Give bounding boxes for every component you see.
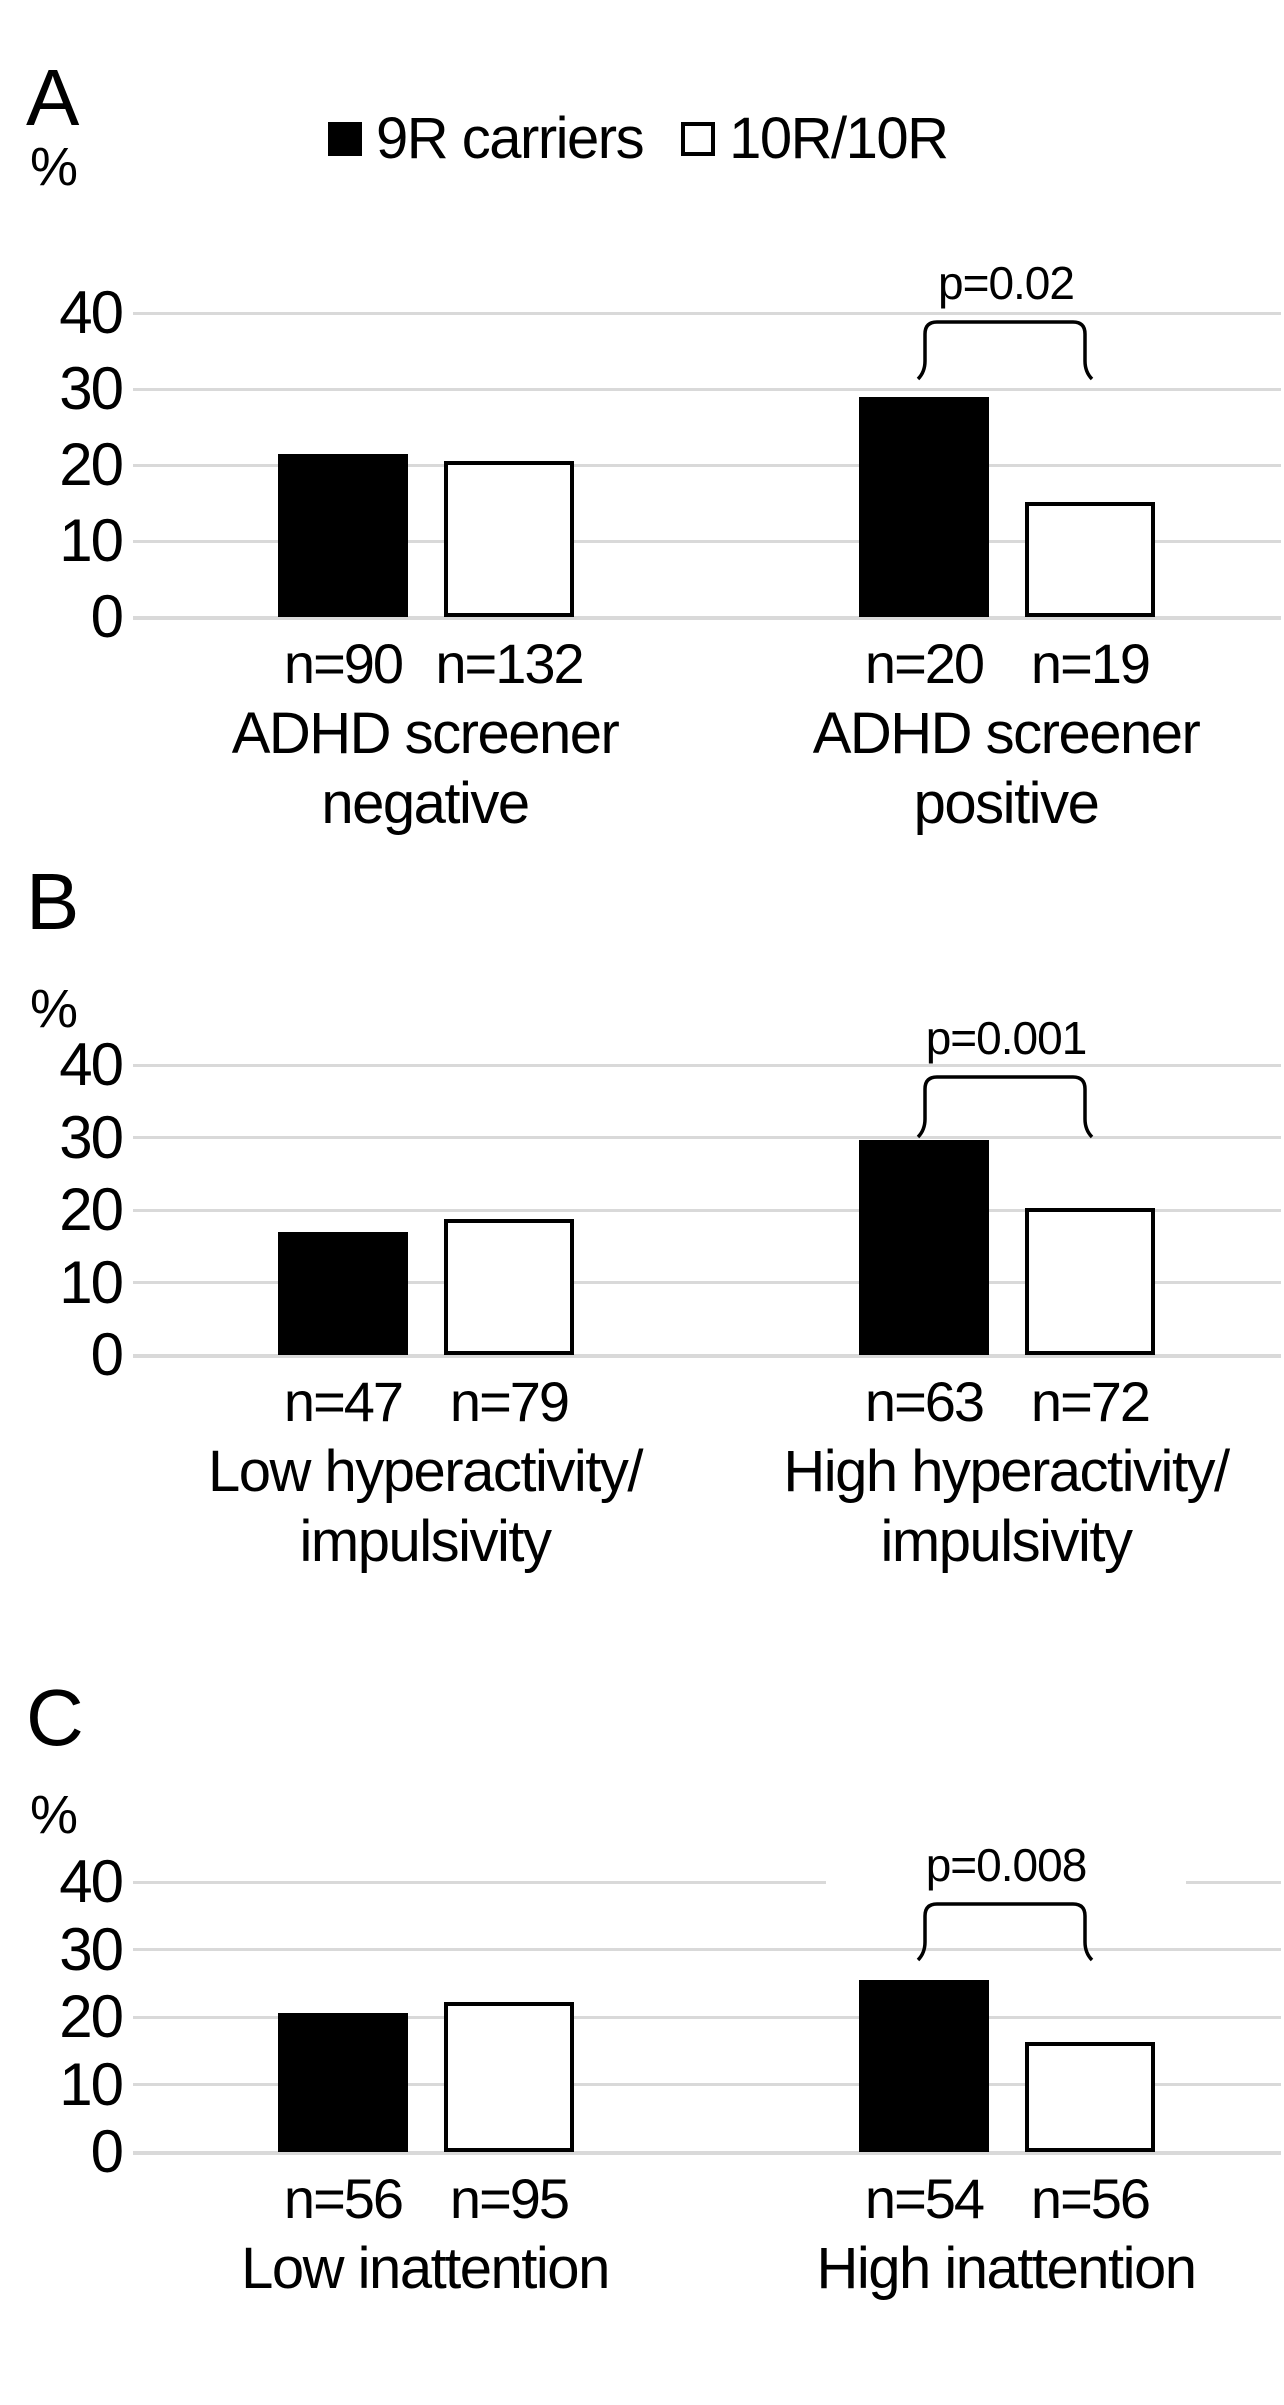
panel-a-gridline-30	[133, 387, 1281, 391]
panel-a-y-tick-30: 30	[59, 355, 124, 422]
panel-c-y-tick-10: 10	[59, 2050, 124, 2118]
bar-10r-10r-group1	[444, 2002, 574, 2152]
panel-a-gridline-40	[133, 311, 1281, 315]
bar-10r-10r-group2	[1025, 2042, 1155, 2152]
legend-label-10r-10r: 10R/10R	[729, 106, 949, 171]
n-label-b-group2-9r: n=63	[864, 1370, 985, 1433]
bar-9r-carriers-group2	[859, 1140, 989, 1355]
significance-label-b: p=0.001	[826, 1013, 1186, 1064]
panel-c-label: C	[26, 1673, 84, 1762]
bar-9r-carriers-group2	[859, 397, 989, 617]
category-label-c-group1-line1: Low inattention	[241, 2236, 610, 2301]
panel-b-gridline-20	[133, 1208, 1281, 1212]
n-label-a-group2-10r: n=19	[1030, 632, 1151, 695]
chart-legend: 9R carriers 10R/10R	[328, 106, 949, 171]
significance-bracket-c-icon	[916, 1902, 1094, 1962]
panel-c-y-tick-40: 40	[59, 1848, 124, 1915]
panel-b-y-tick-10: 10	[59, 1248, 124, 1316]
panel-b-y-axis-title: %	[30, 979, 78, 1039]
bar-9r-carriers-group2	[859, 1980, 989, 2152]
panel-a-gridline-20	[133, 463, 1281, 467]
bar-10r-10r-group2	[1025, 502, 1155, 617]
panel-c-y-tick-0: 0	[90, 2118, 124, 2185]
panel-b-x-axis-line	[133, 1354, 1281, 1358]
panel-b-y-tick-40: 40	[59, 1031, 124, 1098]
n-label-a-group1-9r: n=90	[283, 632, 404, 695]
panel-b-gridline-40	[133, 1063, 1281, 1067]
legend-swatch-9r-carriers-icon	[328, 122, 362, 156]
significance-label-a: p=0.02	[826, 258, 1186, 309]
panel-c-x-axis-line	[133, 2151, 1281, 2155]
panel-b-label: B	[26, 857, 79, 946]
bar-9r-carriers-group1	[278, 1232, 408, 1355]
panel-a-y-tick-0: 0	[90, 583, 124, 650]
bar-10r-10r-group1	[444, 1219, 574, 1355]
category-label-a-group1-line1: ADHD screener	[231, 701, 620, 766]
n-label-b-group1-10r: n=79	[449, 1370, 570, 1433]
n-label-a-group1-10r: n=132	[435, 632, 584, 695]
bar-9r-carriers-group1	[278, 454, 408, 617]
category-label-b-group1-line1: Low hyperactivity/	[208, 1439, 643, 1504]
panel-c-y-tick-20: 20	[59, 1983, 124, 2050]
category-label-b-group2-line1: High hyperactivity/	[783, 1439, 1230, 1504]
panel-a-label: A	[26, 53, 79, 142]
panel-b-y-tick-0: 0	[90, 1321, 124, 1388]
significance-label-c: p=0.008	[826, 1840, 1186, 1891]
panel-b-gridline-10	[133, 1281, 1281, 1284]
n-label-c-group1-10r: n=95	[449, 2167, 570, 2230]
panel-c-gridline-30	[133, 1948, 1281, 1951]
panel-a-y-tick-20: 20	[59, 431, 124, 498]
significance-bracket-b-icon	[916, 1075, 1094, 1139]
category-label-c-group2-line1: High inattention	[816, 2236, 1197, 2301]
panel-b-gridline-30	[133, 1136, 1281, 1139]
n-label-b-group2-10r: n=72	[1030, 1370, 1151, 1433]
n-label-c-group1-9r: n=56	[283, 2167, 404, 2230]
panel-c-gridline-20	[133, 2015, 1281, 2019]
panel-a-y-tick-40: 40	[59, 279, 124, 346]
panel-b-y-tick-30: 30	[59, 1103, 124, 1171]
bar-10r-10r-group1	[444, 461, 574, 617]
significance-bracket-a-icon	[916, 320, 1094, 381]
category-label-a-group2-line1: ADHD screener	[812, 701, 1201, 766]
panel-c-gridline-40	[133, 1880, 1281, 1884]
n-label-a-group2-9r: n=20	[864, 632, 985, 695]
panel-c-y-axis-title: %	[30, 1785, 78, 1845]
panel-a-x-axis-line	[133, 616, 1281, 620]
n-label-c-group2-9r: n=54	[864, 2167, 985, 2230]
legend-swatch-10r-10r-icon	[681, 122, 716, 156]
bar-10r-10r-group2	[1025, 1208, 1155, 1355]
panel-a-y-axis-title: %	[30, 137, 78, 197]
category-label-b-group1-line2: impulsivity	[299, 1509, 553, 1574]
panel-c-y-tick-30: 30	[59, 1915, 124, 1983]
panel-c-gridline-10	[133, 2083, 1281, 2086]
bar-9r-carriers-group1	[278, 2013, 408, 2152]
category-label-a-group1-line2: negative	[321, 771, 530, 836]
category-label-b-group2-line2: impulsivity	[880, 1509, 1134, 1574]
panel-a-gridline-10	[133, 539, 1281, 543]
panel-b-y-tick-20: 20	[59, 1176, 124, 1243]
legend-label-9r-carriers: 9R carriers	[376, 106, 645, 171]
n-label-c-group2-10r: n=56	[1030, 2167, 1151, 2230]
category-label-a-group2-line2: positive	[913, 771, 1100, 836]
n-label-b-group1-9r: n=47	[283, 1370, 404, 1433]
panel-a-y-tick-10: 10	[59, 507, 124, 574]
